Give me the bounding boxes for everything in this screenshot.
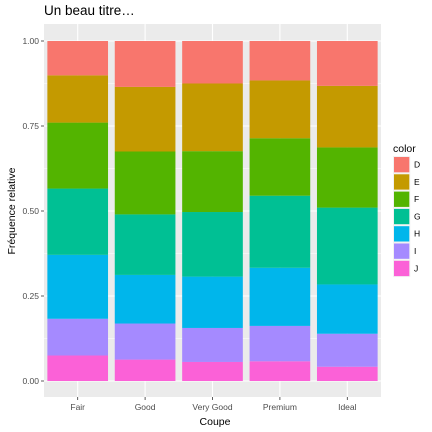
legend-title: color	[393, 143, 416, 155]
bar-segment-premium-j	[249, 361, 311, 381]
bar-segment-fair-i	[47, 318, 109, 356]
x-tick-label: Premium	[263, 402, 297, 412]
legend-key-i	[394, 243, 410, 259]
legend-key-e	[394, 174, 410, 190]
bar-segment-premium-g	[249, 195, 311, 268]
bar-segment-fair-d	[47, 41, 109, 76]
legend-key-g	[394, 208, 410, 225]
bar-segment-very-good-d	[182, 41, 243, 84]
bar-segment-very-good-e	[182, 83, 243, 152]
bar-segment-very-good-f	[182, 151, 243, 213]
x-tick-label: Good	[135, 402, 156, 412]
y-tick-label: 0.50	[22, 206, 39, 216]
legend-label-h: H	[414, 229, 420, 239]
chart-title: Un beau titre…	[44, 3, 135, 18]
bar-segment-very-good-i	[182, 327, 243, 362]
x-tick-label: Fair	[70, 402, 85, 412]
bar-segment-ideal-d	[316, 41, 378, 86]
bar-segment-premium-d	[249, 41, 311, 81]
bar-segment-ideal-e	[316, 85, 378, 148]
bar-segment-fair-h	[47, 254, 109, 319]
bar-segment-fair-e	[47, 75, 109, 123]
bar-segment-good-g	[114, 214, 176, 275]
bar-segment-good-h	[114, 274, 176, 324]
y-tick-label: 0.25	[22, 291, 39, 301]
x-axis-title: Coupe	[200, 416, 231, 428]
legend-key-j	[394, 260, 410, 277]
bar-segment-premium-e	[249, 80, 311, 139]
legend-key-f	[394, 191, 410, 207]
bar-segment-ideal-i	[316, 333, 378, 367]
bar-segment-good-d	[114, 41, 176, 87]
legend-label-d: D	[414, 160, 420, 170]
legend-key-d	[394, 157, 410, 173]
bar-segment-ideal-g	[316, 207, 378, 285]
bar-segment-premium-f	[249, 138, 311, 196]
bar-segment-fair-g	[47, 188, 109, 255]
bar-segment-ideal-h	[316, 284, 378, 334]
bar-segment-good-j	[114, 359, 176, 381]
y-tick-label: 0.00	[22, 376, 39, 386]
bar-segment-fair-j	[47, 355, 109, 381]
bar-segment-very-good-h	[182, 276, 243, 328]
y-axis: 0.00 0.25 0.50 0.75 1.00	[22, 36, 44, 386]
bar-segment-good-e	[114, 86, 176, 152]
legend-label-f: F	[414, 194, 419, 204]
bar-segment-ideal-f	[316, 147, 378, 208]
y-tick-label: 0.75	[22, 121, 39, 131]
legend-label-i: I	[414, 246, 416, 256]
legend-label-j: J	[414, 263, 418, 273]
legend-key-h	[394, 226, 410, 242]
bar-segment-good-f	[114, 151, 176, 215]
bar-segment-ideal-j	[316, 366, 378, 381]
bar-segment-very-good-j	[182, 361, 243, 381]
bar-segment-premium-h	[249, 267, 311, 326]
legend-label-g: G	[414, 211, 421, 221]
bar-segment-very-good-g	[182, 212, 243, 277]
bars-layer	[47, 41, 378, 381]
x-tick-label: Ideal	[338, 402, 357, 412]
x-tick-label: Very Good	[192, 402, 232, 412]
y-tick-label: 1.00	[22, 36, 39, 46]
bar-segment-good-i	[114, 323, 176, 360]
bar-segment-premium-i	[249, 325, 311, 362]
y-axis-title: Fréquence relative	[6, 167, 18, 254]
legend-label-e: E	[414, 177, 420, 187]
bar-segment-fair-f	[47, 122, 109, 189]
x-axis: Fair Good Very Good Premium Ideal	[70, 397, 357, 412]
